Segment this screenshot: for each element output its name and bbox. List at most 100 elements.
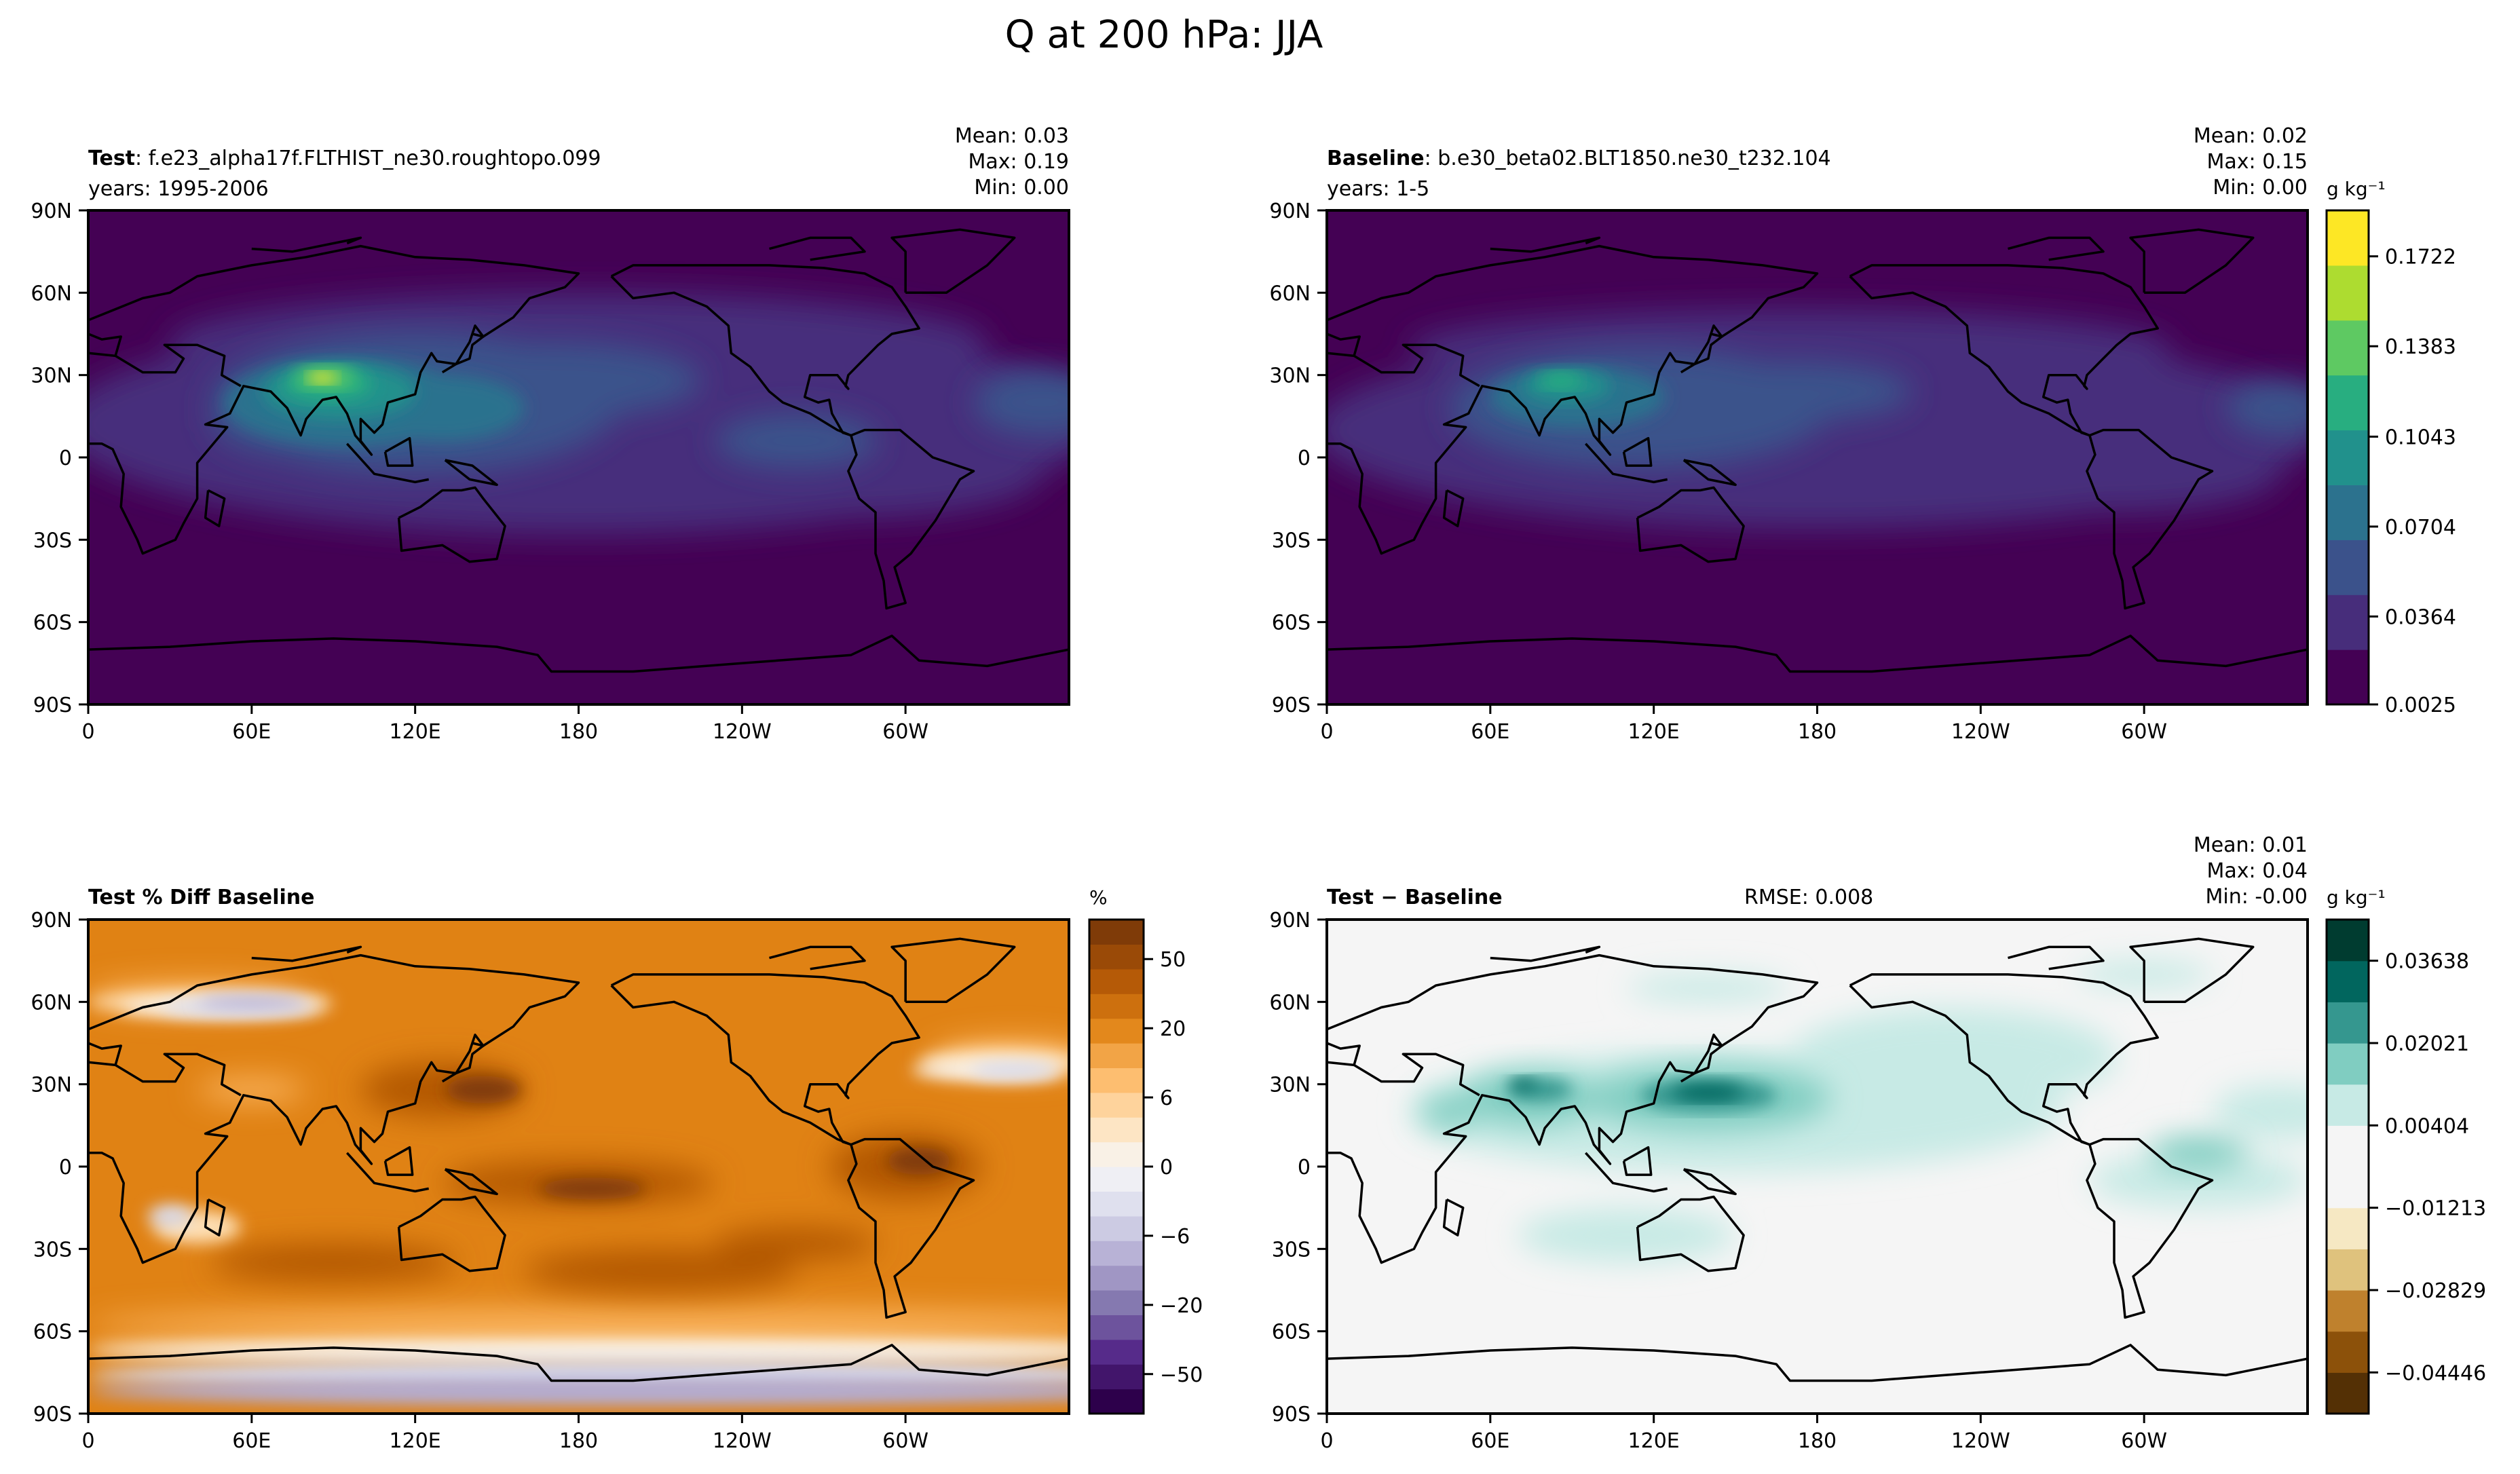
y-tick-label: 30N [31, 1074, 72, 1097]
coastline [1680, 333, 1723, 374]
coastline [2008, 236, 2105, 261]
colorbar-segment [2327, 1290, 2369, 1332]
coastline [115, 1053, 242, 1097]
colorbar-segment [1089, 1290, 1144, 1315]
x-tick-label: 180 [559, 720, 598, 744]
panel-pctdiff: Test % Diff Baseline 0 60E 120E 180 120W 60W 9… [31, 886, 1070, 1453]
field-contour-blob [2212, 1084, 2308, 1139]
x-tick-label: 60W [2121, 1429, 2167, 1453]
y-tick-label: 0 [1298, 447, 1311, 470]
field-contour-blob [2089, 1152, 2308, 1208]
colorbar-q-label: g kg⁻¹ [2327, 178, 2386, 200]
x-tick-label: 0 [81, 720, 94, 744]
colorbar-segment [1089, 1018, 1144, 1044]
x-tick-label: 60E [232, 1429, 271, 1453]
coastline [1353, 1053, 1480, 1097]
y-tick-label: 60N [1269, 282, 1311, 305]
coastline [847, 428, 975, 610]
panel-baseline-field [1327, 210, 2308, 704]
y-tick-label: 30N [1269, 1074, 1311, 1097]
field-contour-blob [1539, 372, 1583, 389]
x-tick-label: 60W [2121, 720, 2167, 744]
coastline [1849, 973, 2159, 1146]
x-tick-label: 120E [390, 1429, 441, 1453]
colorbar-segment [1089, 1265, 1144, 1291]
field-contour-level [1539, 372, 1583, 389]
colorbar-tick-label: −0.04446 [2385, 1361, 2486, 1385]
field-contour-blob [715, 1226, 879, 1260]
figure-title: Q at 200 hPa: JJA [1005, 13, 1323, 57]
panel-diff: Test − Baseline RMSE: 0.008 Mean: 0.01 M… [1269, 833, 2309, 1453]
coastline [1490, 945, 1601, 962]
coastline [1442, 489, 1465, 527]
panel-test-title-rest: : f.e23_alpha17f.FLTHIST_ne30.roughtopo.… [135, 147, 601, 170]
coastline [769, 945, 866, 970]
panel-baseline-stat-mean: Mean: 0.02 [2194, 124, 2308, 148]
panel-diff-stat-mean: Mean: 0.01 [2194, 833, 2308, 857]
coastline [1585, 1152, 1668, 1193]
colorbar-tick-label: 0.1043 [2385, 426, 2456, 449]
colorbar-tick-label: 50 [1160, 948, 1186, 972]
coastline [1622, 436, 1653, 467]
field-contour-blob [445, 1076, 522, 1103]
panel-baseline-stat-min: Min: 0.00 [2213, 176, 2308, 200]
coastline [441, 1042, 485, 1083]
field-contour-blob [88, 1344, 1069, 1362]
y-tick-label: 90N [1269, 909, 1311, 932]
x-tick-label: 180 [1798, 1429, 1837, 1453]
colorbar-segment [1089, 1388, 1144, 1414]
colorbar-tick-label: 0.0364 [2385, 605, 2456, 629]
colorbar-diff: g kg⁻¹ 0.03638 0.02021 0.00404 −0.01213 −0.0… [2325, 886, 2486, 1415]
colorbar-segment [1089, 1043, 1144, 1068]
colorbar-segment [2327, 1167, 2369, 1209]
y-tick-label: 60N [31, 282, 72, 305]
coastline [1622, 1146, 1653, 1176]
coastline [1327, 1344, 2308, 1382]
field-contour-blob [524, 1249, 797, 1293]
coastline [1636, 486, 1745, 563]
coastline [1327, 635, 2308, 673]
coastline [88, 953, 580, 1264]
colorbar-segment [1089, 944, 1144, 970]
y-tick-label: 60S [33, 611, 72, 635]
y-tick-label: 90N [31, 909, 72, 932]
colorbar-pct: % 50 20 6 0 −6 −20 −50 [1088, 886, 1203, 1415]
panel-baseline-title-rest: : b.e30_beta02.BLT1850.ne30_t232.104 [1425, 147, 1831, 170]
coastline [1636, 1195, 1745, 1272]
coastline [204, 1198, 226, 1236]
colorbar-tick-label: −0.01213 [2385, 1197, 2486, 1221]
x-tick-label: 60W [882, 720, 928, 744]
field-contour-blob [2225, 380, 2308, 436]
y-tick-label: 60N [31, 991, 72, 1015]
colorbar-tick-label: 6 [1160, 1086, 1173, 1110]
colorbar-segment [2327, 1249, 2369, 1291]
x-tick-label: 0 [81, 1429, 94, 1453]
coastline [1442, 1198, 1465, 1236]
field-contour-blob [1517, 1207, 1736, 1263]
colorbar-frame [2325, 209, 2370, 706]
coastline [346, 442, 430, 484]
colorbar-tick-label: −0.02829 [2385, 1279, 2486, 1303]
x-tick-label: 0 [1320, 1429, 1333, 1453]
x-tick-label: 60E [232, 720, 271, 744]
colorbar-segment [1089, 1315, 1144, 1340]
colorbar-segment [2327, 375, 2369, 431]
y-tick-label: 60N [1269, 991, 1311, 1015]
panel-baseline-years: years: 1-5 [1327, 177, 1429, 201]
coastline [1680, 1042, 1723, 1083]
field-contour-level [88, 996, 1069, 1405]
x-tick-label: 120E [1628, 720, 1680, 744]
field-contour-blob [1672, 1084, 1744, 1101]
coastline [115, 343, 242, 388]
field-contour-blob [715, 413, 879, 469]
colorbar-segment [2327, 1372, 2369, 1414]
coastline [204, 489, 226, 527]
coastline [1327, 244, 1819, 555]
y-tick-label: 0 [59, 447, 72, 470]
coastline [1327, 953, 1819, 1264]
field-contour-blob [1626, 974, 1790, 1002]
colorbar-tick-label: 0.1383 [2385, 335, 2456, 359]
colorbar-tick-label: 0.00404 [2385, 1114, 2469, 1138]
colorbar-segment [1089, 1191, 1144, 1217]
